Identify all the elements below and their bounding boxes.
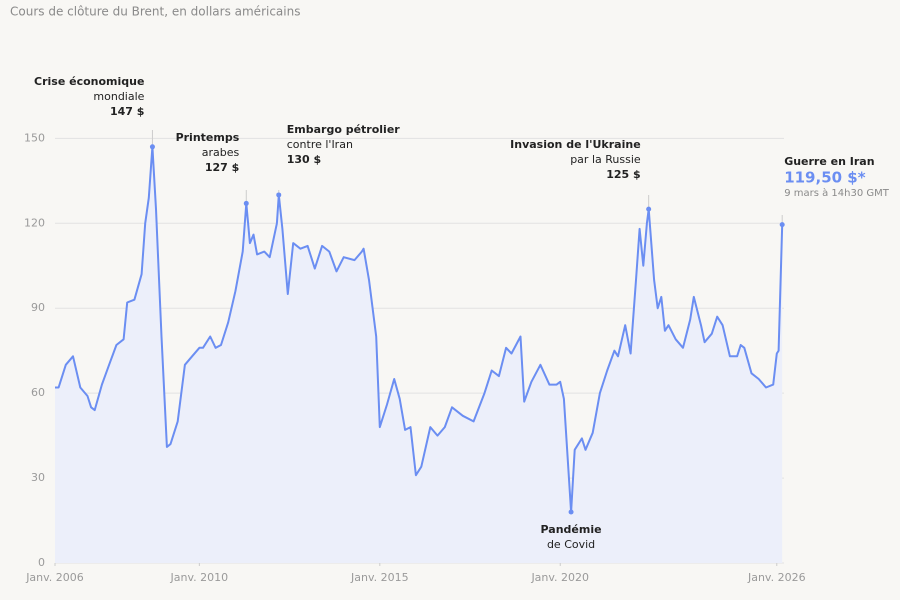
annotation-text: Embargo pétrolier <box>287 123 401 136</box>
chart-title: Cours de clôture du Brent, en dollars am… <box>10 5 300 19</box>
annotation-value: 125 $ <box>606 168 640 181</box>
annotation-point <box>568 509 574 515</box>
annotation-note: 9 mars à 14h30 GMT <box>784 187 890 199</box>
x-tick-label: Janv. 2020 <box>530 571 589 584</box>
x-tick-label: Janv. 2015 <box>350 571 409 584</box>
y-tick-label: 90 <box>31 301 45 314</box>
annotation-point <box>779 222 785 228</box>
annotation-text: Guerre en Iran <box>784 155 874 168</box>
annotation-point <box>276 192 282 198</box>
annotation-point <box>646 206 652 212</box>
annotation-text: Printemps <box>176 131 240 144</box>
annotation-value: 147 $ <box>110 105 144 118</box>
annotation-point <box>243 200 249 206</box>
annotation-value: 130 $ <box>287 153 321 166</box>
y-tick-label: 120 <box>24 216 45 229</box>
y-tick-label: 150 <box>24 131 45 144</box>
annotation-text: arabes <box>202 146 240 159</box>
annotation-text: contre l'Iran <box>287 138 353 151</box>
annotation-text: de Covid <box>547 538 595 551</box>
y-tick-label: 0 <box>38 556 45 569</box>
x-tick-label: Janv. 2010 <box>170 571 229 584</box>
x-tick-label: Janv. 2006 <box>25 571 84 584</box>
area <box>55 146 783 564</box>
annotation-text: mondiale <box>93 90 144 103</box>
annotation-text: par la Russie <box>570 153 641 166</box>
annotation-point <box>149 144 155 150</box>
y-tick-label: 30 <box>31 471 45 484</box>
annotation-text: Crise économique <box>34 75 144 88</box>
y-tick-label: 60 <box>31 386 45 399</box>
line <box>55 145 784 513</box>
x-tick-label: Janv. 2026 <box>747 571 806 584</box>
annotation-value: 127 $ <box>205 161 239 174</box>
annotation-text: Invasion de l'Ukraine <box>510 138 641 151</box>
annotation-value: 119,50 $* <box>784 169 866 187</box>
annotation-text: Pandémie <box>541 523 602 536</box>
